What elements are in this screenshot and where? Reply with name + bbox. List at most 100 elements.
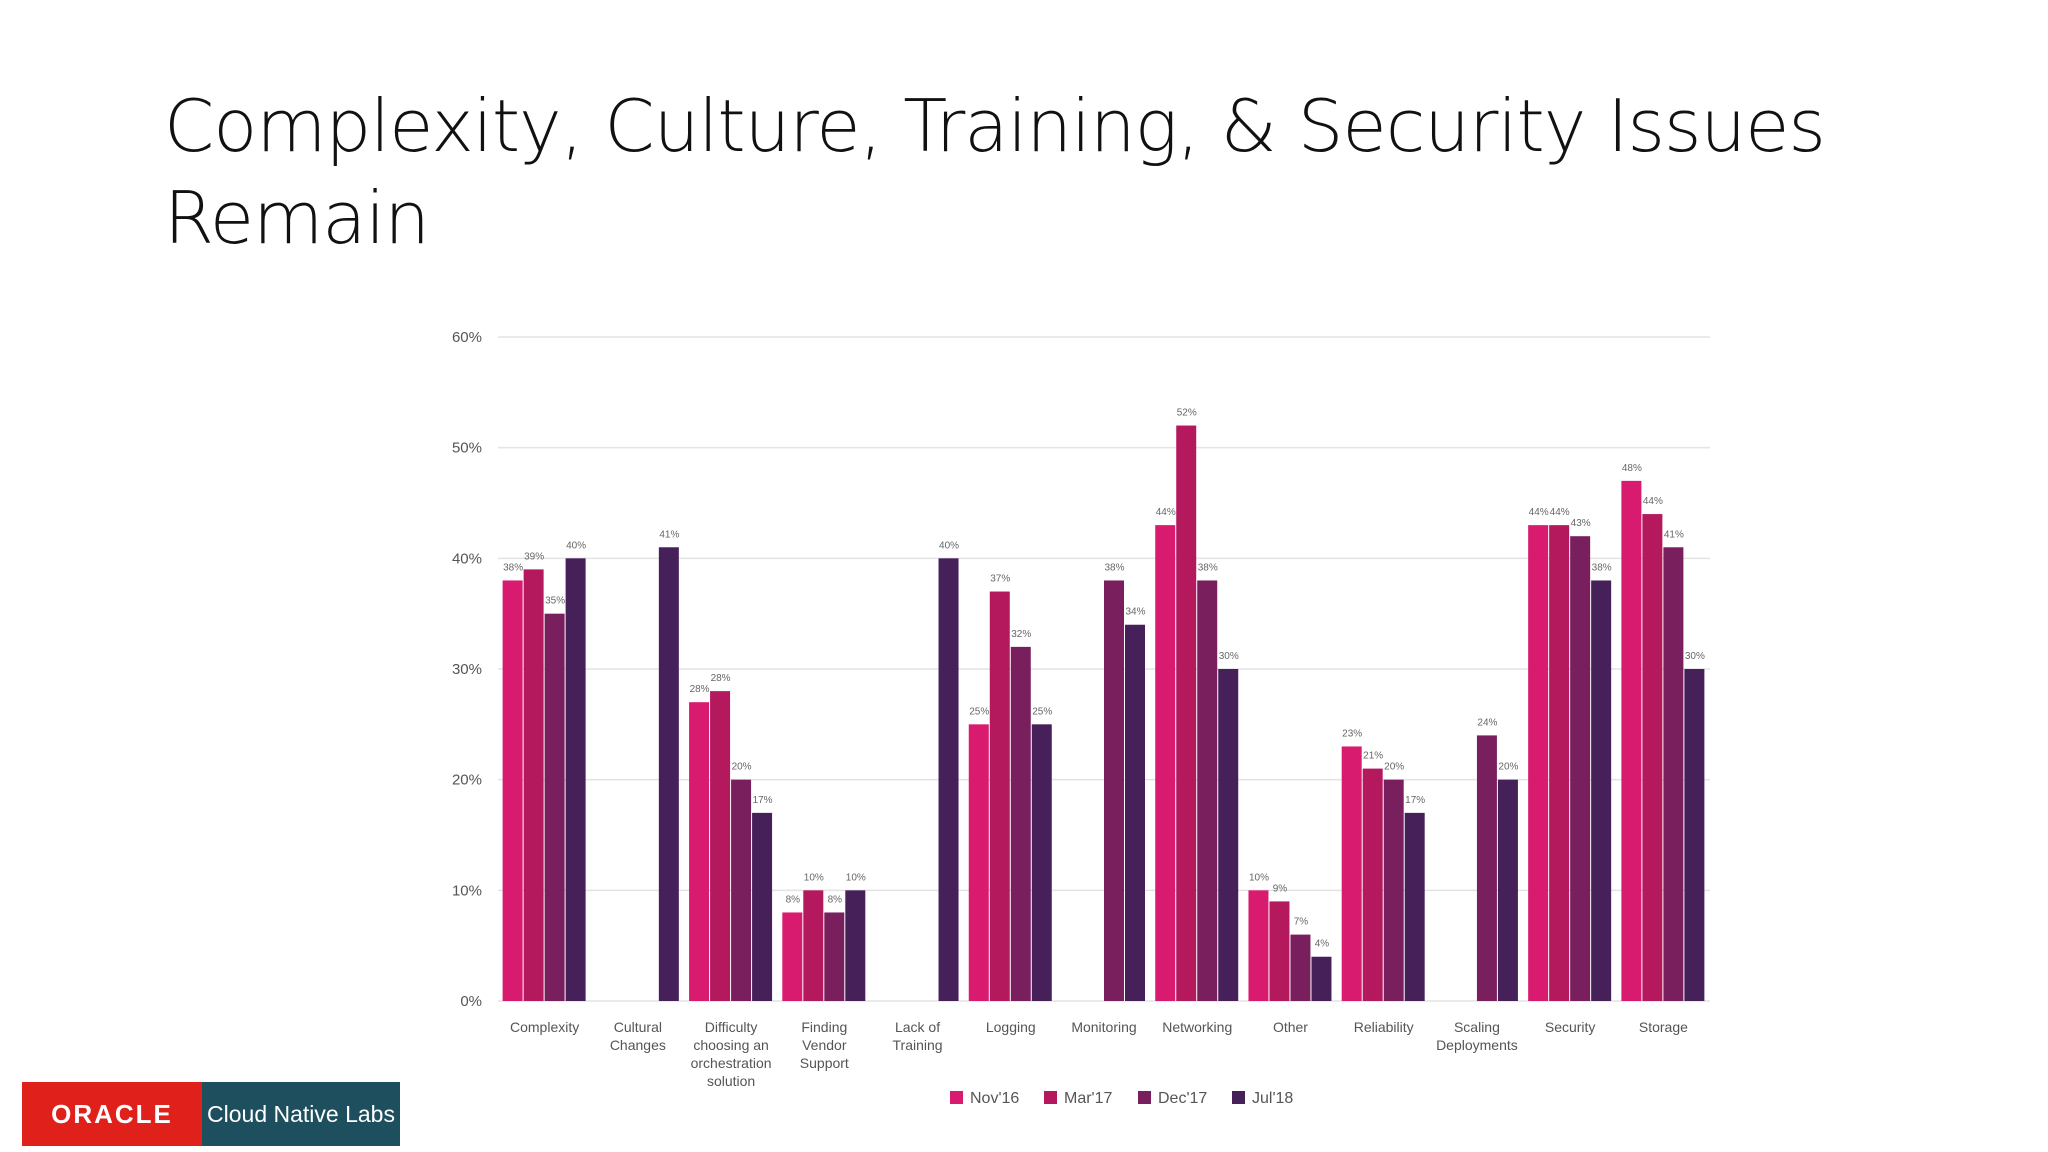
bar xyxy=(689,702,710,1001)
oracle-cloud-native-labs-logo: ORACLE Cloud Native Labs xyxy=(22,1082,400,1146)
bar xyxy=(845,890,866,1001)
y-tick-label: 40% xyxy=(452,550,482,567)
x-tick-label: Complexity xyxy=(510,1019,579,1035)
bar-value-label: 17% xyxy=(753,795,773,806)
legend: Nov'16 Mar'17 Dec'17 Jul'18 xyxy=(950,1090,1293,1107)
bar xyxy=(1248,890,1269,1001)
bar xyxy=(731,779,752,1001)
bar-value-label: 35% xyxy=(545,596,565,607)
bar-value-label: 44% xyxy=(1156,507,1176,518)
y-tick-label: 10% xyxy=(452,882,482,899)
legend-label: Mar'17 xyxy=(1064,1090,1113,1107)
bar xyxy=(1218,669,1239,1001)
legend-swatch xyxy=(1138,1091,1151,1104)
bar xyxy=(1362,768,1383,1001)
bar xyxy=(1663,547,1684,1001)
bar-value-label: 39% xyxy=(524,551,544,562)
bar xyxy=(1155,525,1176,1001)
bar-value-label: 38% xyxy=(1104,562,1124,573)
bar-value-label: 9% xyxy=(1273,883,1288,894)
bar-value-label: 34% xyxy=(1125,607,1145,618)
bar xyxy=(1104,580,1124,1001)
x-tick-label: Other xyxy=(1273,1019,1308,1035)
bar xyxy=(1125,624,1145,1001)
bar-value-label: 44% xyxy=(1643,496,1663,507)
bar-value-label: 32% xyxy=(1011,629,1031,640)
bar-value-label: 4% xyxy=(1315,939,1330,950)
bar xyxy=(1684,669,1705,1001)
bar xyxy=(782,912,803,1001)
bar-value-label: 40% xyxy=(939,540,959,551)
x-tick-label: Cultural Changes xyxy=(610,1019,666,1053)
bar xyxy=(1497,779,1518,1001)
bar xyxy=(1591,580,1612,1001)
bar xyxy=(1290,934,1311,1001)
bar xyxy=(1176,425,1197,1001)
bar-value-labels: 38%39%35%40%41%28%28%20%17%8%10%8%10%40%… xyxy=(503,408,1705,950)
bar xyxy=(1570,536,1591,1001)
y-tick-label: 0% xyxy=(460,993,482,1010)
bar xyxy=(1383,779,1404,1001)
legend-swatch xyxy=(1044,1091,1057,1104)
x-tick-label: Difficulty choosing an orchestration soluti… xyxy=(691,1019,772,1089)
legend-swatch xyxy=(950,1091,963,1104)
x-axis-labels: Complexity Cultural Changes Difficulty choos… xyxy=(510,1019,1688,1089)
bar xyxy=(1642,514,1663,1001)
cloud-native-labs-label: Cloud Native Labs xyxy=(202,1082,400,1146)
bar-value-label: 28% xyxy=(711,673,731,684)
bar xyxy=(824,912,845,1001)
bar-value-label: 20% xyxy=(1384,762,1404,773)
bar xyxy=(1476,735,1497,1001)
bar xyxy=(803,890,824,1001)
bar-value-label: 10% xyxy=(1249,872,1269,883)
x-tick-label: Storage xyxy=(1639,1019,1688,1035)
bar-value-label: 23% xyxy=(1342,728,1362,739)
bar xyxy=(1621,480,1642,1001)
bar-value-label: 48% xyxy=(1622,463,1642,474)
legend-label: Jul'18 xyxy=(1252,1090,1293,1107)
bar xyxy=(544,613,565,1001)
legend-label: Nov'16 xyxy=(970,1090,1019,1107)
slide-title: Complexity, Culture, Training, & Securit… xyxy=(164,84,1826,260)
bar-value-label: 30% xyxy=(1219,651,1239,662)
bar xyxy=(938,558,959,1001)
bar-value-label: 52% xyxy=(1177,408,1197,419)
bar-value-label: 7% xyxy=(1294,917,1309,928)
y-tick-label: 50% xyxy=(452,440,482,457)
x-tick-label: Finding Vendor Support xyxy=(800,1019,849,1071)
x-tick-label: Scaling Deployments xyxy=(1436,1019,1518,1053)
bar-value-label: 10% xyxy=(804,872,824,883)
bar xyxy=(1269,901,1290,1001)
bar-value-label: 25% xyxy=(969,706,989,717)
bar-value-label: 8% xyxy=(786,894,801,905)
bar-value-label: 20% xyxy=(732,762,752,773)
bar xyxy=(1528,525,1549,1001)
bar-value-label: 25% xyxy=(1032,706,1052,717)
x-tick-label: Monitoring xyxy=(1071,1019,1136,1035)
bar xyxy=(565,558,586,1001)
bar-value-label: 44% xyxy=(1550,507,1570,518)
legend-label: Dec'17 xyxy=(1158,1090,1207,1107)
y-tick-label: 20% xyxy=(452,772,482,789)
bar-value-label: 44% xyxy=(1529,507,1549,518)
bar xyxy=(1549,525,1570,1001)
bar-value-label: 8% xyxy=(828,894,843,905)
bar xyxy=(752,812,773,1001)
bar-value-label: 30% xyxy=(1685,651,1705,662)
x-tick-label: Security xyxy=(1545,1019,1596,1035)
bar-value-label: 17% xyxy=(1405,795,1425,806)
bar xyxy=(710,691,731,1001)
x-tick-label: Lack of Training xyxy=(893,1019,943,1053)
oracle-logo: ORACLE xyxy=(22,1082,202,1146)
bar xyxy=(1197,580,1218,1001)
bar xyxy=(1404,812,1425,1001)
bar xyxy=(1010,646,1031,1001)
x-tick-label: Logging xyxy=(986,1019,1036,1035)
y-axis-ticks: 0% 10% 20% 30% 40% 50% 60% xyxy=(452,329,482,1010)
x-tick-label: Networking xyxy=(1162,1019,1232,1035)
bar xyxy=(523,569,544,1001)
bars xyxy=(502,425,1705,1001)
bar xyxy=(658,547,679,1001)
y-tick-label: 30% xyxy=(452,661,482,678)
